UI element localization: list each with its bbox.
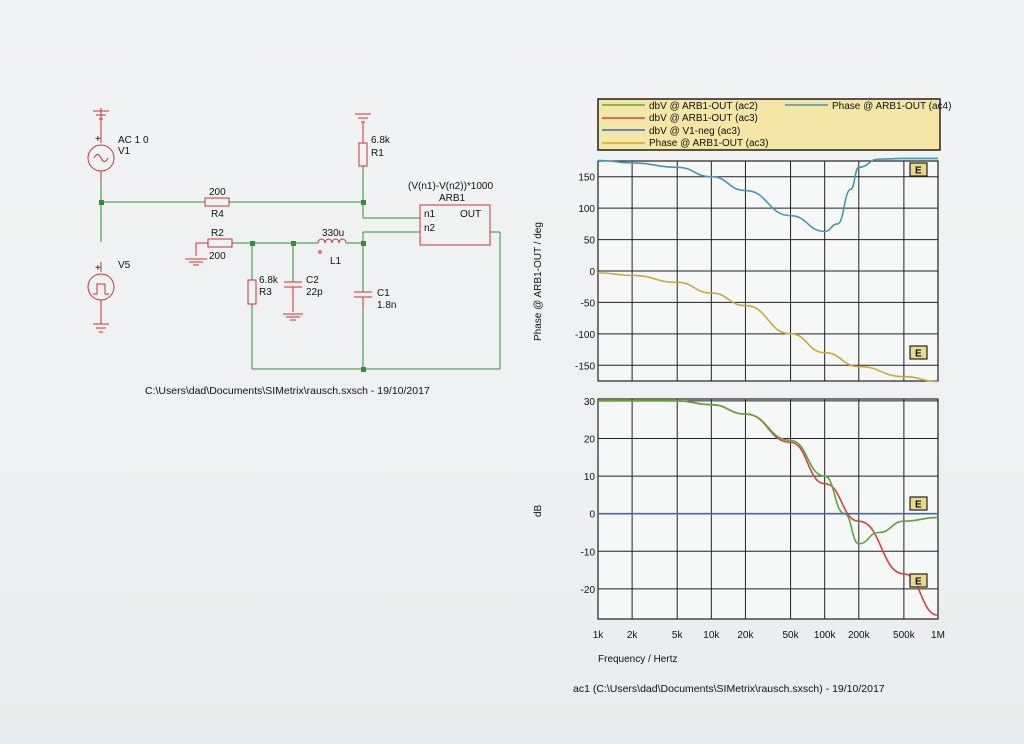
r4-ref: R4 bbox=[211, 209, 224, 220]
x-tick-label: 100k bbox=[814, 630, 837, 641]
c1-ref: C1 bbox=[377, 288, 390, 299]
inductor-l1 bbox=[317, 238, 347, 254]
schematic-file-caption: C:\Users\dad\Documents\SIMetrix\rausch.s… bbox=[145, 385, 430, 397]
phase-axis-title: Phase @ ARB1-OUT / deg bbox=[533, 222, 544, 341]
ac-source-v1: + bbox=[87, 134, 115, 182]
x-tick-label: 5k bbox=[672, 630, 684, 641]
r1-ref: R1 bbox=[371, 148, 384, 159]
y-tick-label: -100 bbox=[575, 330, 595, 341]
resistor-r1 bbox=[355, 113, 371, 167]
legend-box bbox=[597, 98, 941, 151]
resistor-r2 bbox=[185, 238, 233, 266]
ground-symbol bbox=[93, 108, 109, 143]
r2-ref: R2 bbox=[211, 228, 224, 239]
plot-frame bbox=[597, 398, 939, 620]
arb1-pin-n2: n2 bbox=[424, 223, 436, 234]
x-tick-label: 1k bbox=[593, 630, 605, 641]
c1-value: 1.8n bbox=[377, 300, 396, 311]
svg-text:E: E bbox=[915, 500, 922, 511]
svg-text:+: + bbox=[95, 134, 101, 145]
plot-legend: dbV @ ARB1-OUT (ac2) dbV @ ARB1-OUT (ac3… bbox=[597, 98, 951, 151]
legend-entry-3: Phase @ ARB1-OUT (ac3) bbox=[602, 138, 768, 149]
legend-label: Phase @ ARB1-OUT (ac4) bbox=[832, 101, 951, 112]
capacitor-c2 bbox=[283, 281, 303, 321]
legend-label: dbV @ ARB1-OUT (ac2) bbox=[649, 101, 758, 112]
legend-entry-2: dbV @ V1-neg (ac3) bbox=[602, 126, 740, 137]
schematic-labels: AC 1 0 V1 V5 6.8k R1 200 R4 R2 200 6.8k … bbox=[118, 135, 493, 397]
cursor-marker-icon[interactable]: E bbox=[909, 496, 928, 511]
junctions bbox=[99, 200, 366, 372]
x-tick-label: 20k bbox=[737, 630, 754, 641]
arb1-pin-out: OUT bbox=[460, 209, 481, 220]
arb1-block bbox=[419, 204, 491, 246]
resistor-r3 bbox=[247, 279, 257, 305]
y-tick-label: 0 bbox=[589, 510, 595, 521]
v1-value: AC 1 0 bbox=[118, 135, 149, 146]
r3-value: 6.8k bbox=[259, 275, 279, 286]
series-line bbox=[598, 400, 939, 545]
r2-value: 200 bbox=[209, 251, 226, 262]
l1-value: 330u bbox=[322, 228, 344, 239]
y-tick-label: 30 bbox=[584, 397, 596, 408]
c2-value: 22p bbox=[306, 287, 323, 298]
x-tick-label: 1M bbox=[931, 630, 945, 641]
y-tick-label: -150 bbox=[575, 361, 595, 372]
y-tick-label: 10 bbox=[584, 472, 596, 483]
ground-symbol bbox=[93, 318, 109, 333]
legend-label: Phase @ ARB1-OUT (ac3) bbox=[649, 138, 768, 149]
x-tick-label: 500k bbox=[893, 630, 916, 641]
y-tick-label: 20 bbox=[584, 434, 596, 445]
c2-ref: C2 bbox=[306, 275, 319, 286]
y-tick-label: -50 bbox=[581, 298, 596, 309]
x-tick-label: 2k bbox=[627, 630, 639, 641]
r1-value: 6.8k bbox=[371, 135, 391, 146]
cursor-marker-icon[interactable]: E bbox=[909, 573, 928, 588]
y-tick-label: -10 bbox=[581, 547, 596, 558]
y-tick-label: -20 bbox=[581, 585, 596, 596]
series-line bbox=[597, 157, 938, 233]
legend-entry-0: dbV @ ARB1-OUT (ac2) bbox=[602, 101, 758, 112]
plot: dbV @ ARB1-OUT (ac2) dbV @ ARB1-OUT (ac3… bbox=[533, 98, 951, 695]
l1-ref: L1 bbox=[330, 256, 342, 267]
y-tick-label: 50 bbox=[584, 236, 596, 247]
series-line bbox=[597, 272, 939, 383]
schematic: + + bbox=[87, 108, 501, 397]
svg-text:+: + bbox=[95, 263, 101, 274]
v5-ref: V5 bbox=[118, 260, 131, 271]
y-tick-label: 100 bbox=[578, 204, 595, 215]
db-axis-title: dB bbox=[533, 504, 544, 517]
plot-area bbox=[598, 399, 938, 619]
phase-plot-panel: 150 100 50 0 -50 -100 -150 E E bbox=[575, 157, 939, 383]
arb1-expression: (V(n1)-V(n2))*1000 bbox=[408, 181, 493, 192]
legend-label: dbV @ V1-neg (ac3) bbox=[649, 126, 740, 137]
svg-text:E: E bbox=[915, 349, 922, 360]
r3-ref: R3 bbox=[259, 287, 272, 298]
y-tick-label: 0 bbox=[589, 267, 595, 278]
svg-text:E: E bbox=[915, 577, 922, 588]
r4-value: 200 bbox=[209, 187, 226, 198]
arb1-pin-n1: n1 bbox=[424, 209, 436, 220]
db-plot-panel: 30 20 10 0 -10 -20 E E 1k 2k 5k 10k 20k 50k 100k 200k 50… bbox=[581, 397, 945, 641]
svg-text:E: E bbox=[915, 166, 922, 177]
x-tick-label: 50k bbox=[782, 630, 799, 641]
legend-entry-4: Phase @ ARB1-OUT (ac4) bbox=[785, 101, 951, 112]
arb1-ref: ARB1 bbox=[439, 193, 466, 204]
cursor-marker-icon[interactable]: E bbox=[909, 162, 928, 177]
capacitor-c1 bbox=[354, 291, 372, 308]
x-axis-title: Frequency / Hertz bbox=[598, 654, 677, 665]
x-tick-label: 200k bbox=[848, 630, 871, 641]
y-tick-label: 150 bbox=[578, 173, 595, 184]
v1-ref: V1 bbox=[118, 146, 131, 157]
legend-entry-1: dbV @ ARB1-OUT (ac3) bbox=[602, 113, 758, 124]
pulse-source-v5: + bbox=[87, 262, 115, 318]
resistor-r4 bbox=[204, 197, 230, 207]
legend-label: dbV @ ARB1-OUT (ac3) bbox=[649, 113, 758, 124]
x-tick-label: 10k bbox=[703, 630, 720, 641]
cursor-marker-icon[interactable]: E bbox=[909, 345, 928, 360]
plot-frame bbox=[597, 160, 939, 382]
plot-file-caption: ac1 (C:\Users\dad\Documents\SIMetrix\rau… bbox=[573, 683, 885, 695]
